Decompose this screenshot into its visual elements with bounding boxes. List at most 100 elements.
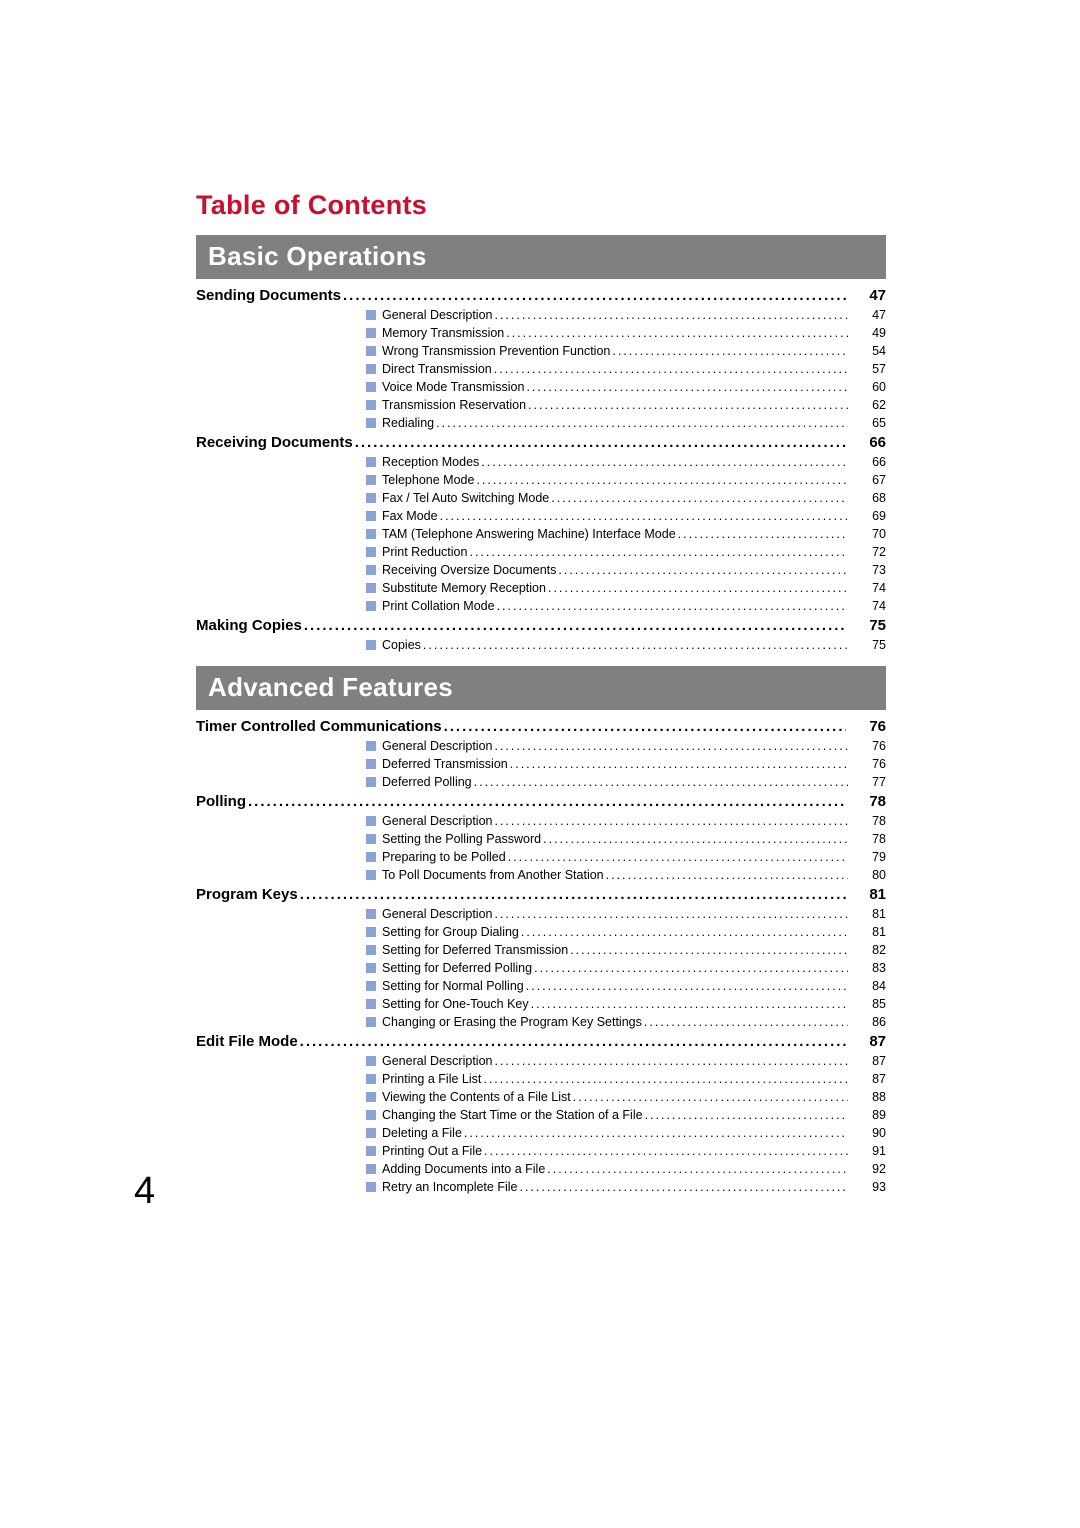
leader-dots: ........................................… (519, 1178, 848, 1196)
square-bullet-icon (366, 777, 376, 787)
square-bullet-icon (366, 1017, 376, 1027)
square-bullet-icon (366, 457, 376, 467)
square-bullet-icon (366, 511, 376, 521)
toc-page: Table of Contents Basic OperationsSendin… (196, 190, 886, 1196)
section-title: Receiving Documents (196, 434, 353, 451)
sub-list: General Description ....................… (366, 306, 886, 432)
square-bullet-icon (366, 640, 376, 650)
leader-dots: ........................................… (497, 597, 848, 615)
sub-row: Setting the Polling Password ...........… (366, 830, 886, 848)
sub-title: Redialing (382, 414, 434, 432)
sub-title: Direct Transmission (382, 360, 492, 378)
sub-row: Changing or Erasing the Program Key Sett… (366, 1013, 886, 1031)
leader-dots: ........................................… (558, 561, 848, 579)
sub-title: Setting for Normal Polling (382, 977, 524, 995)
section-title: Timer Controlled Communications (196, 718, 442, 735)
sub-page: 75 (864, 636, 886, 654)
sub-page: 76 (864, 755, 886, 773)
sub-row: Voice Mode Transmission ................… (366, 378, 886, 396)
sub-page: 76 (864, 737, 886, 755)
sub-title: Viewing the Contents of a File List (382, 1088, 571, 1106)
square-bullet-icon (366, 1092, 376, 1102)
section-title: Sending Documents (196, 287, 341, 304)
sub-page: 69 (864, 507, 886, 525)
square-bullet-icon (366, 945, 376, 955)
sub-page: 78 (864, 830, 886, 848)
sub-row: Changing the Start Time or the Station o… (366, 1106, 886, 1124)
square-bullet-icon (366, 759, 376, 769)
leader-dots: ........................................… (444, 718, 846, 735)
section-row: Edit File Mode..........................… (196, 1033, 886, 1050)
sub-page: 85 (864, 995, 886, 1013)
sub-title: Printing Out a File (382, 1142, 482, 1160)
section-row: Timer Controlled Communications.........… (196, 718, 886, 735)
sub-title: Substitute Memory Reception (382, 579, 546, 597)
sub-row: Adding Documents into a File ...........… (366, 1160, 886, 1178)
sub-page: 77 (864, 773, 886, 791)
chapters-container: Basic OperationsSending Documents.......… (196, 235, 886, 1196)
sub-row: Retry an Incomplete File ...............… (366, 1178, 886, 1196)
section-page: 78 (858, 793, 886, 810)
sub-page: 57 (864, 360, 886, 378)
leader-dots: ........................................… (645, 1106, 848, 1124)
sub-title: Receiving Oversize Documents (382, 561, 556, 579)
leader-dots: ........................................… (494, 1052, 848, 1070)
square-bullet-icon (366, 1110, 376, 1120)
sub-title: Setting for Deferred Transmission (382, 941, 568, 959)
square-bullet-icon (366, 583, 376, 593)
square-bullet-icon (366, 493, 376, 503)
leader-dots: ........................................… (300, 1033, 846, 1050)
leader-dots: ........................................… (423, 636, 848, 654)
leader-dots: ........................................… (440, 507, 848, 525)
sub-page: 92 (864, 1160, 886, 1178)
leader-dots: ........................................… (526, 977, 848, 995)
sub-page: 68 (864, 489, 886, 507)
sub-title: TAM (Telephone Answering Machine) Interf… (382, 525, 676, 543)
square-bullet-icon (366, 400, 376, 410)
sub-row: TAM (Telephone Answering Machine) Interf… (366, 525, 886, 543)
sub-title: Setting the Polling Password (382, 830, 541, 848)
section-page: 81 (858, 886, 886, 903)
sub-row: Memory Transmission ....................… (366, 324, 886, 342)
sub-page: 87 (864, 1052, 886, 1070)
square-bullet-icon (366, 963, 376, 973)
sub-title: Wrong Transmission Prevention Function (382, 342, 610, 360)
leader-dots: ........................................… (506, 324, 848, 342)
leader-dots: ........................................… (510, 755, 848, 773)
sub-row: Setting for Group Dialing ..............… (366, 923, 886, 941)
sub-page: 89 (864, 1106, 886, 1124)
leader-dots: ........................................… (484, 1142, 848, 1160)
square-bullet-icon (366, 418, 376, 428)
sub-row: Fax Mode ...............................… (366, 507, 886, 525)
sub-page: 65 (864, 414, 886, 432)
sub-list: General Description ....................… (366, 812, 886, 884)
sub-title: Voice Mode Transmission (382, 378, 524, 396)
sub-page: 90 (864, 1124, 886, 1142)
leader-dots: ........................................… (534, 959, 848, 977)
sub-row: To Poll Documents from Another Station .… (366, 866, 886, 884)
section-page: 66 (858, 434, 886, 451)
square-bullet-icon (366, 328, 376, 338)
sub-page: 81 (864, 923, 886, 941)
leader-dots: ........................................… (548, 579, 848, 597)
sub-row: General Description ....................… (366, 905, 886, 923)
square-bullet-icon (366, 816, 376, 826)
square-bullet-icon (366, 601, 376, 611)
section-page: 47 (858, 287, 886, 304)
sub-row: Preparing to be Polled .................… (366, 848, 886, 866)
section-row: Polling.................................… (196, 793, 886, 810)
leader-dots: ........................................… (494, 905, 848, 923)
leader-dots: ........................................… (508, 848, 848, 866)
square-bullet-icon (366, 909, 376, 919)
leader-dots: ........................................… (464, 1124, 848, 1142)
sub-row: General Description ....................… (366, 812, 886, 830)
leader-dots: ........................................… (300, 886, 846, 903)
leader-dots: ........................................… (551, 489, 848, 507)
sub-page: 74 (864, 579, 886, 597)
square-bullet-icon (366, 870, 376, 880)
leader-dots: ........................................… (606, 866, 848, 884)
leader-dots: ........................................… (644, 1013, 848, 1031)
sub-title: Telephone Mode (382, 471, 474, 489)
leader-dots: ........................................… (494, 360, 848, 378)
leader-dots: ........................................… (304, 617, 846, 634)
